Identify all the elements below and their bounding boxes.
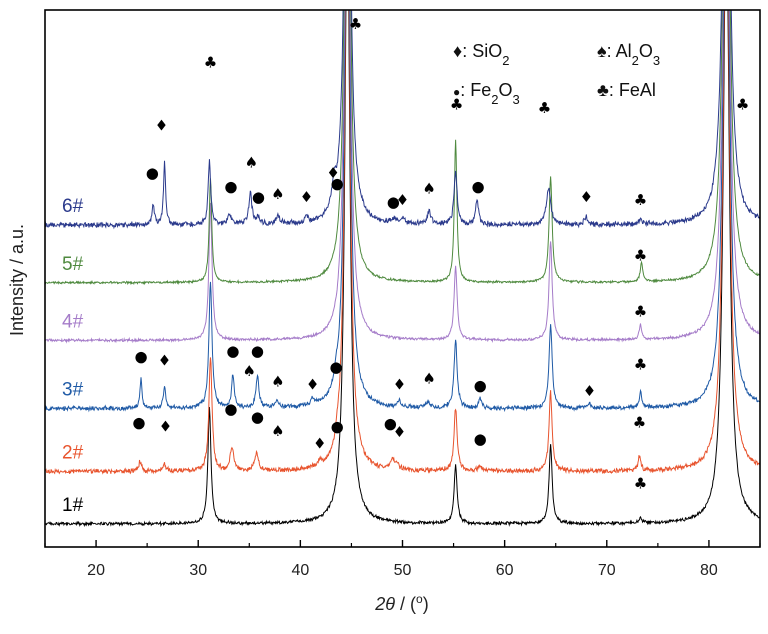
phase-marker: ● <box>252 188 265 206</box>
phase-marker: ♣ <box>634 247 647 265</box>
sample-label-6: 6# <box>62 196 84 217</box>
phase-marker: ● <box>224 400 237 418</box>
legend-entry-feal: ♣: FeAl <box>597 80 656 100</box>
sample-label-2: 2# <box>62 443 84 464</box>
phase-marker: ● <box>474 430 487 448</box>
y-axis-title: Intensity / a.u. <box>7 224 27 336</box>
x-tick-label: 50 <box>394 562 412 579</box>
phase-marker: ♦ <box>313 434 326 452</box>
phase-marker: ♣ <box>538 99 551 117</box>
phase-marker: ♦ <box>306 376 319 394</box>
phase-marker: ♠ <box>271 185 284 203</box>
x-tick-label: 80 <box>700 562 718 579</box>
phase-marker: ● <box>474 377 487 395</box>
phase-marker: ♦ <box>396 191 409 209</box>
legend-entry-al2o3: ♠: Al2O3 <box>597 41 660 68</box>
phase-markers: ♣♣♣ ♣ ♣♦●♠♦●● ♠ ♦●●♦♠ ●♦ ♣♣♣● ♦● ●♠♠ ♦●♦ ♠ ● ♦♣● ♦● ●♠… <box>132 15 749 492</box>
legend: ♦: SiO2 ♠: Al2O3 ●: Fe2O3 ♣: FeAl <box>453 41 660 107</box>
phase-marker: ♣ <box>349 15 362 33</box>
phase-marker: ● <box>132 413 145 431</box>
plot-area <box>45 10 760 528</box>
x-tick-label: 40 <box>291 562 309 579</box>
phase-marker: ♠ <box>243 362 256 380</box>
phase-marker: ♦ <box>158 352 171 370</box>
phase-marker: ♦ <box>580 188 593 206</box>
x-tick-label: 20 <box>87 562 105 579</box>
x-tick-label: 30 <box>189 562 207 579</box>
series-line-6 <box>45 10 760 230</box>
phase-marker: ♦ <box>300 188 313 206</box>
phase-marker: ● <box>472 177 485 195</box>
x-tick-label: 70 <box>598 562 616 579</box>
phase-marker: ♠ <box>271 373 284 391</box>
phase-marker: ● <box>331 174 344 192</box>
phase-marker: ● <box>330 358 343 376</box>
sample-label-5: 5# <box>62 254 84 275</box>
legend-entry-sio2: ♦: SiO2 <box>453 41 509 68</box>
phase-marker: ♠ <box>422 369 435 387</box>
sample-label-4: 4# <box>62 312 84 333</box>
legend-entry-fe2o3: ●: Fe2O3 <box>453 80 520 107</box>
series-line-5 <box>45 10 760 286</box>
phase-marker: ♣ <box>634 474 647 492</box>
phase-marker: ♣ <box>634 356 647 374</box>
phase-marker: ● <box>251 342 264 360</box>
phase-marker: ♣ <box>634 191 647 209</box>
phase-marker: ♣ <box>450 96 463 114</box>
phase-marker: ♦ <box>159 418 172 436</box>
series-line-4 <box>45 10 760 344</box>
phase-marker: ● <box>384 414 397 432</box>
phase-marker: ♣ <box>633 413 646 431</box>
series-line-1 <box>45 10 760 528</box>
phase-marker: ♦ <box>155 117 168 135</box>
phase-marker: ● <box>134 347 147 365</box>
sample-label-1: 1# <box>62 495 84 516</box>
phase-marker: ♦ <box>326 164 339 182</box>
phase-marker: ♣ <box>204 54 217 72</box>
phase-marker: ● <box>387 193 400 211</box>
phase-marker: ♦ <box>583 382 596 400</box>
x-axis: 20 30 40 50 60 70 80 <box>44 540 761 579</box>
x-tick-label: 60 <box>496 562 514 579</box>
phase-marker: ● <box>146 164 159 182</box>
phase-marker: ♠ <box>271 422 284 440</box>
phase-marker: ● <box>224 177 237 195</box>
sample-labels: 1# 2# 3# 4# 5# 6# <box>62 196 84 516</box>
series-line-3 <box>45 10 760 413</box>
phase-marker: ♣ <box>736 96 749 114</box>
phase-marker: ● <box>331 418 344 436</box>
phase-marker: ♠ <box>245 153 258 171</box>
phase-marker: ♦ <box>393 376 406 394</box>
phase-marker: ● <box>226 342 239 360</box>
phase-marker: ● <box>251 408 264 426</box>
phase-marker: ♠ <box>422 180 435 198</box>
x-axis-title: 2θ / (o) <box>374 592 428 614</box>
series-line-2 <box>45 10 760 475</box>
phase-marker: ♦ <box>393 423 406 441</box>
sample-label-3: 3# <box>62 380 84 401</box>
phase-marker: ♣ <box>634 302 647 320</box>
